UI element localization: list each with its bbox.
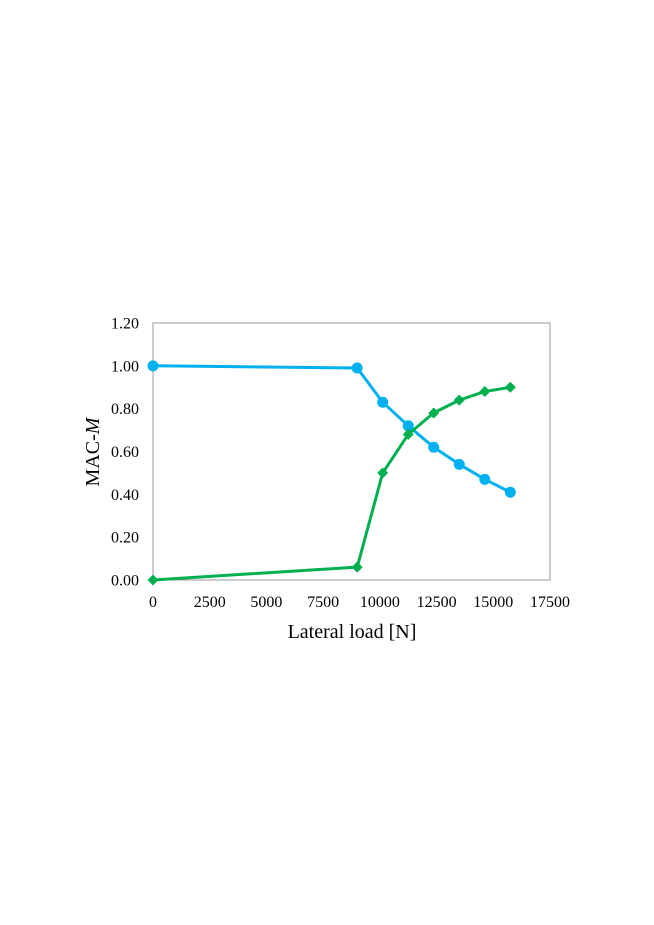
data-point [479,473,491,485]
y-tick-label: 1.00 [111,358,139,375]
x-tick-label: 15000 [473,594,513,611]
data-point [479,386,491,398]
data-point [377,396,389,408]
data-point [428,441,440,453]
x-tick-labels: 0 2500 5000 7500 10000 12500 15000 17500 [149,594,570,611]
y-tick-label: 0.80 [111,401,139,418]
data-point [351,362,363,374]
x-tick-label: 2500 [194,594,226,611]
x-tick-label: 0 [149,594,157,611]
y-axis-title: MAC-M [82,416,104,486]
y-tick-labels: 0.00 0.20 0.40 0.60 0.80 1.00 1.20 [111,316,139,590]
data-point [147,574,159,586]
data-point [453,458,465,470]
y-axis-title-italic: M [82,416,104,435]
data-point [402,420,414,432]
x-axis-title: Lateral load [N] [288,621,417,643]
series-line [152,385,511,582]
y-axis-title-prefix: MAC- [82,434,104,486]
x-tick-label: 12500 [417,594,457,611]
data-point [504,486,516,498]
y-tick-label: 0.00 [111,573,139,590]
data-point [351,561,363,573]
y-tick-label: 0.60 [111,444,139,461]
plot-area [152,322,551,581]
series-2 [147,381,516,586]
data-point [453,394,465,406]
y-tick-label: 1.20 [111,316,139,333]
y-tick-label: 0.20 [111,530,139,547]
y-tick-label: 0.40 [111,487,139,504]
series-1 [147,360,516,498]
x-tick-label: 10000 [360,594,400,611]
x-tick-label: 17500 [530,594,570,611]
data-point [147,360,159,372]
data-point [428,407,440,419]
series-layer [147,360,516,586]
data-point [402,428,414,440]
data-point [504,381,516,393]
data-point [377,467,389,479]
x-tick-label: 7500 [307,594,339,611]
x-tick-label: 5000 [250,594,282,611]
